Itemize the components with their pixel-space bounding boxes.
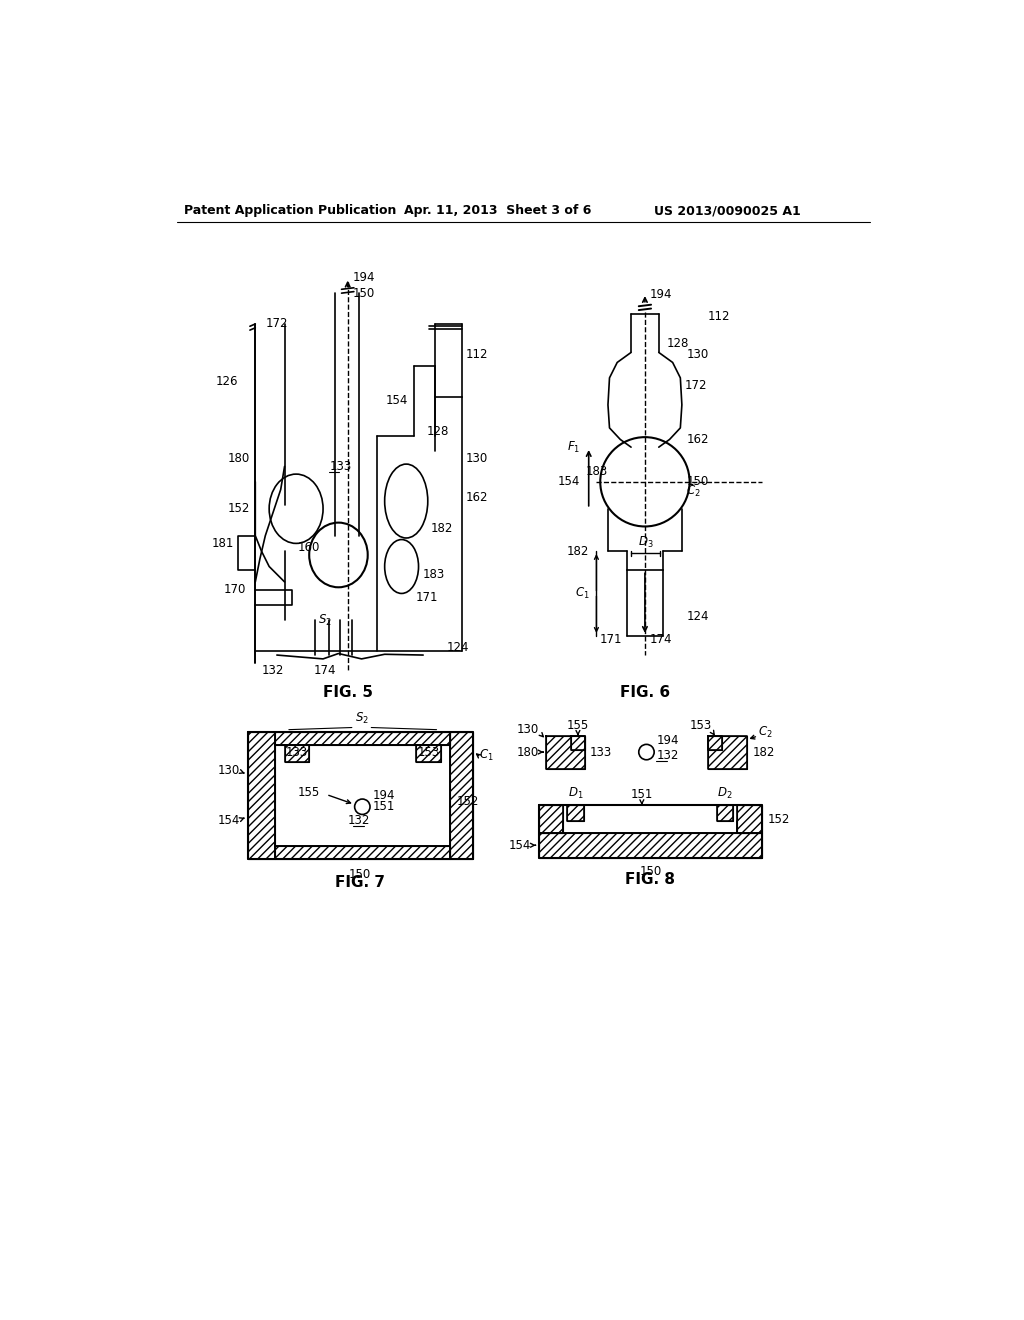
Text: 180: 180: [227, 453, 250, 465]
Text: 151: 151: [631, 788, 653, 801]
Text: 132: 132: [347, 814, 370, 828]
Bar: [285, 744, 309, 762]
Text: 194: 194: [352, 271, 375, 284]
Text: $C_1$: $C_1$: [574, 586, 590, 601]
Text: FIG. 5: FIG. 5: [323, 685, 373, 700]
Text: $D_2$: $D_2$: [717, 787, 733, 801]
Text: 160: 160: [298, 541, 319, 554]
Text: 172: 172: [685, 379, 708, 392]
Text: $F_1$: $F_1$: [567, 440, 581, 454]
Text: $C_2$: $C_2$: [686, 483, 701, 499]
Text: 155: 155: [567, 719, 589, 733]
Text: 112: 112: [708, 310, 730, 323]
Text: 132: 132: [656, 750, 679, 763]
Text: 150: 150: [349, 869, 371, 882]
Text: 154: 154: [385, 395, 408, 408]
Text: 133: 133: [330, 459, 351, 473]
Text: 124: 124: [686, 610, 709, 623]
Bar: [248, 733, 275, 859]
Text: 154: 154: [558, 475, 581, 488]
Text: 152: 152: [768, 813, 791, 825]
Text: 162: 162: [686, 433, 709, 446]
Text: 183: 183: [423, 568, 445, 581]
Text: 153: 153: [690, 719, 713, 733]
Text: 152: 152: [457, 795, 478, 808]
Text: 154: 154: [217, 814, 240, 828]
Text: 152: 152: [227, 502, 250, 515]
Text: 194: 194: [649, 288, 672, 301]
Text: 130: 130: [516, 723, 539, 737]
Text: 133: 133: [286, 746, 308, 759]
Bar: [539, 805, 563, 833]
Text: 150: 150: [686, 475, 709, 488]
Text: 130: 130: [466, 453, 487, 465]
Text: 194: 194: [373, 788, 395, 801]
Text: $C_2$: $C_2$: [758, 725, 773, 739]
Bar: [451, 733, 473, 859]
Text: 151: 151: [373, 800, 394, 813]
Text: Patent Application Publication: Patent Application Publication: [184, 205, 397, 218]
Text: 180: 180: [516, 746, 539, 759]
Text: FIG. 6: FIG. 6: [620, 685, 670, 700]
Text: 124: 124: [446, 640, 469, 653]
Text: 153: 153: [418, 746, 439, 759]
Text: 133: 133: [590, 746, 611, 759]
Text: 183: 183: [586, 465, 608, 478]
Text: 174: 174: [649, 634, 672, 647]
Text: 181: 181: [212, 537, 234, 550]
Text: 132: 132: [261, 664, 284, 677]
Text: 154: 154: [509, 838, 531, 851]
Bar: [737, 805, 762, 833]
Text: 182: 182: [753, 746, 775, 759]
Text: Apr. 11, 2013  Sheet 3 of 6: Apr. 11, 2013 Sheet 3 of 6: [403, 205, 591, 218]
Text: FIG. 7: FIG. 7: [335, 875, 385, 890]
Bar: [567, 805, 584, 821]
Text: 171: 171: [599, 634, 622, 647]
Text: 112: 112: [466, 348, 488, 362]
Text: 126: 126: [216, 375, 239, 388]
Text: $S_2$: $S_2$: [317, 612, 332, 628]
Text: 162: 162: [466, 491, 488, 504]
Text: 170: 170: [223, 583, 246, 597]
Text: 171: 171: [416, 591, 438, 603]
Text: FIG. 8: FIG. 8: [626, 871, 675, 887]
Text: 155: 155: [298, 787, 319, 800]
Text: 194: 194: [656, 734, 679, 747]
Bar: [539, 833, 762, 858]
Text: 130: 130: [686, 348, 709, 362]
Text: 150: 150: [639, 866, 662, 878]
Text: 182: 182: [567, 545, 590, 557]
Text: 174: 174: [313, 664, 336, 677]
Text: 130: 130: [218, 764, 240, 777]
Text: 182: 182: [431, 521, 454, 535]
Bar: [571, 737, 585, 750]
Text: 128: 128: [427, 425, 450, 438]
Text: US 2013/0090025 A1: US 2013/0090025 A1: [654, 205, 801, 218]
Text: 150: 150: [352, 286, 375, 300]
Text: 128: 128: [667, 337, 689, 350]
Text: $D_3$: $D_3$: [638, 535, 653, 549]
Bar: [275, 846, 451, 859]
Bar: [275, 733, 451, 744]
Bar: [547, 737, 585, 770]
Bar: [717, 805, 733, 821]
Text: $D_1$: $D_1$: [568, 787, 584, 801]
Text: 172: 172: [265, 317, 288, 330]
Text: $C_1$: $C_1$: [479, 747, 494, 763]
Bar: [416, 744, 441, 762]
Text: $S_2$: $S_2$: [355, 710, 370, 726]
Bar: [708, 737, 746, 770]
Bar: [708, 737, 722, 750]
